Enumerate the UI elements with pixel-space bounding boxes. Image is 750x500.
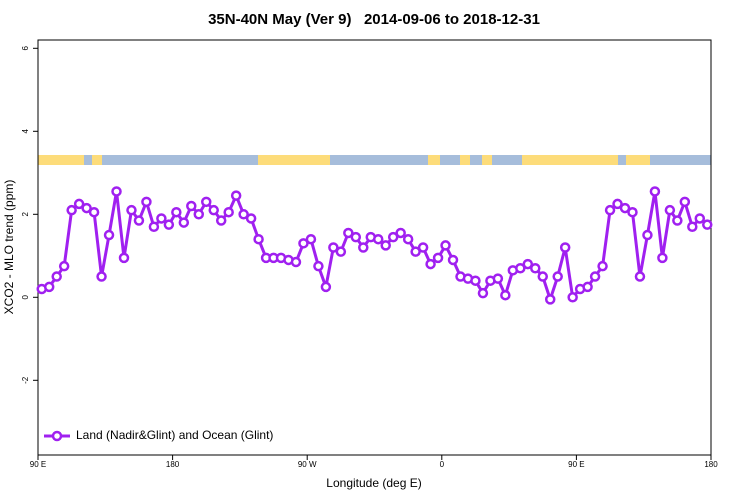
legend-marker <box>51 430 63 442</box>
data-point <box>193 209 205 220</box>
data-point <box>103 229 115 241</box>
data-point <box>604 204 616 216</box>
x-tick-label: 90 E <box>568 460 584 469</box>
data-point <box>253 233 264 245</box>
y-tick-label: 2 <box>21 212 30 217</box>
y-tick-label: 4 <box>21 129 30 134</box>
data-point <box>417 242 429 253</box>
data-point <box>171 206 182 218</box>
data-point <box>687 221 698 232</box>
data-point <box>230 190 242 201</box>
data-point <box>350 231 362 243</box>
legend-label: Land (Nadir&Glint) and Ocean (Glint) <box>76 428 273 442</box>
data-point <box>148 221 160 232</box>
data-point <box>156 213 167 224</box>
data-point <box>313 260 324 272</box>
data-point <box>657 252 668 264</box>
data-point <box>477 287 489 299</box>
chart-title: 35N-40N May (Ver 9) 2014-09-06 to 2018-1… <box>208 11 540 28</box>
data-point <box>343 227 354 239</box>
data-point <box>627 206 638 218</box>
x-tick-label: 0 <box>440 460 445 469</box>
data-point <box>118 252 130 264</box>
data-point <box>238 209 249 220</box>
plot-frame <box>37 39 712 456</box>
data-point <box>88 206 100 218</box>
data-point <box>380 240 391 251</box>
data-point <box>96 271 107 282</box>
y-axis-label: XCO2 - MLO trend (ppm) <box>2 180 16 315</box>
data-point <box>133 215 145 226</box>
data-point <box>223 206 234 218</box>
data-point <box>358 242 369 253</box>
data-point <box>58 260 70 272</box>
data-point <box>73 198 85 210</box>
data-point <box>530 263 541 274</box>
data-point <box>328 242 339 253</box>
x-tick-label: 180 <box>704 460 718 469</box>
y-tick-label: 0 <box>21 295 30 300</box>
data-point <box>679 196 691 208</box>
data-point <box>649 186 661 197</box>
x-axis-label: Longitude (deg E) <box>326 476 421 490</box>
data-point <box>589 271 601 282</box>
x-tick-label: 180 <box>166 460 180 469</box>
data-point <box>552 271 563 282</box>
data-point <box>642 229 653 241</box>
data-point <box>582 281 593 293</box>
data-point <box>515 263 526 274</box>
data-point <box>500 289 511 301</box>
data-point <box>387 231 399 243</box>
data-point <box>559 242 571 253</box>
data-point <box>81 202 92 214</box>
data-point <box>447 254 459 266</box>
data-point <box>141 196 152 208</box>
data-point <box>51 271 62 282</box>
data-point <box>245 213 257 224</box>
data-point <box>634 271 646 282</box>
data-point <box>702 219 713 230</box>
data-point <box>425 258 436 270</box>
data-point <box>320 281 332 293</box>
data-point <box>201 196 212 208</box>
data-point <box>66 204 77 216</box>
data-point <box>290 256 302 268</box>
data-point <box>522 258 534 270</box>
y-tick-label: -2 <box>21 376 30 384</box>
y-tick-label: 6 <box>21 46 30 51</box>
data-point <box>612 198 623 210</box>
data-point <box>672 215 683 226</box>
data-point <box>305 233 317 245</box>
data-point <box>372 233 384 245</box>
data-point <box>619 202 631 214</box>
data-point <box>664 204 676 216</box>
land-ocean-strip <box>38 155 711 165</box>
data-point <box>186 200 197 212</box>
data-point <box>567 292 578 303</box>
data-point <box>410 246 421 257</box>
data-point <box>395 227 406 239</box>
data-point <box>208 204 219 216</box>
data-point <box>178 217 190 228</box>
data-point <box>111 186 122 197</box>
data-point <box>402 233 414 245</box>
data-point <box>492 273 504 284</box>
data-point <box>126 204 137 216</box>
data-point <box>597 260 608 272</box>
data-point <box>694 213 706 224</box>
data-point <box>544 294 556 305</box>
data-point <box>163 219 175 230</box>
data-point <box>432 252 444 264</box>
data-point <box>470 275 481 286</box>
data-point <box>440 240 451 251</box>
data-point <box>298 238 309 249</box>
data-point <box>537 271 548 282</box>
x-tick-label: 90 E <box>30 460 46 469</box>
x-tick-label: 90 W <box>298 460 317 469</box>
data-point <box>43 281 55 293</box>
data-point <box>215 215 227 226</box>
data-point <box>335 246 347 257</box>
